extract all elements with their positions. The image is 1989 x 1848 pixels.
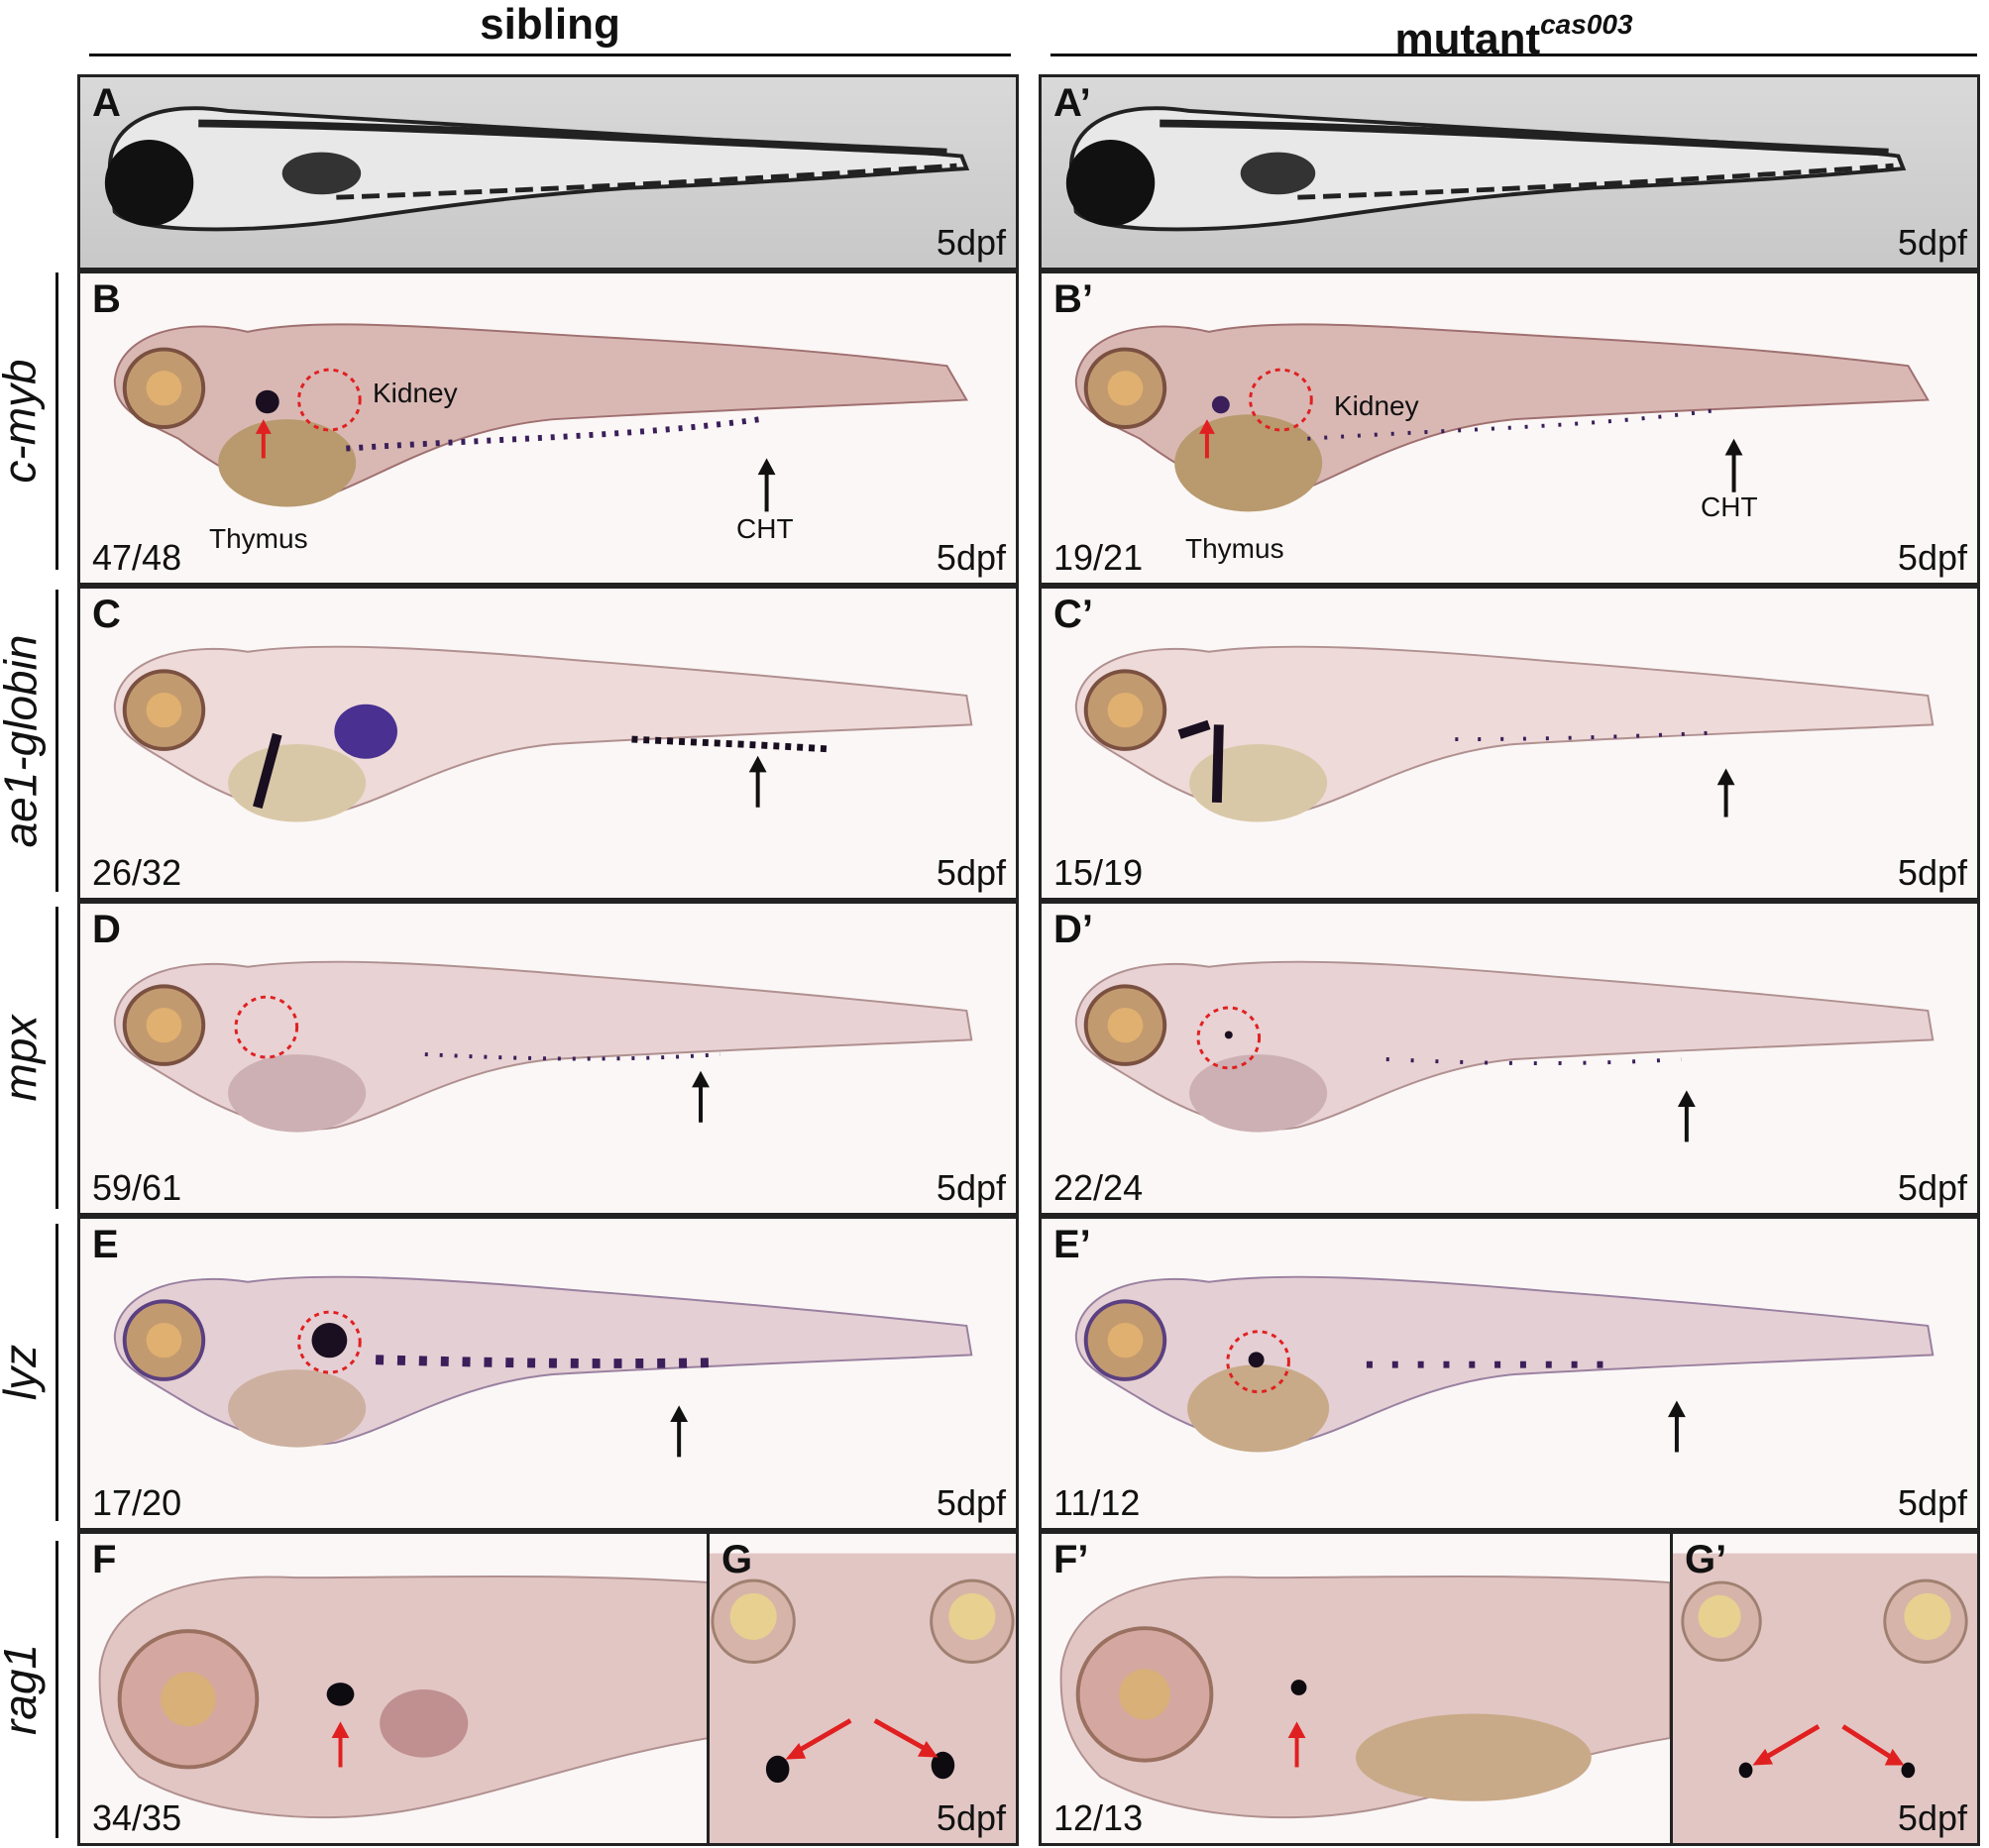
embryo-count: 12/13 [1053,1797,1144,1838]
panel-letter: F’ [1053,1538,1089,1581]
row-rule-lyz [55,1224,58,1521]
stage-label: 5dpf [936,1482,1006,1523]
stage-label: 5dpf [1897,537,1967,578]
larva-lyz-image [113,1275,973,1458]
stage-label: 5dpf [936,1167,1006,1208]
larva-c-myb-image [1074,323,1930,512]
mutant-header-rule [1050,54,1977,56]
cht-label: CHT [736,513,794,544]
row-label-mpx: mpx [0,1015,46,1101]
stage-label: 5dpf [1897,222,1967,263]
panel-a: A 5dpf [77,74,1019,271]
panel-letter: D’ [1053,908,1093,951]
panel-letter: F [92,1538,117,1581]
embryo-count: 11/12 [1053,1482,1141,1523]
kidney-label: Kidney [1334,390,1419,421]
stage-label: 5dpf [936,1797,1006,1838]
panel-letter: C’ [1053,593,1093,636]
embryo-count: 26/32 [92,852,182,893]
stage-label: 5dpf [1897,852,1967,893]
panel-letter: B’ [1053,277,1093,321]
stage-label: 5dpf [1897,1482,1967,1523]
panel-f-prime: F’ 12/13 [1039,1531,1673,1846]
panel-letter: A [92,81,121,125]
row-label-ae1-globin: ae1-globin [0,634,46,847]
stage-label: 5dpf [936,852,1006,893]
row-label-rag1: rag1 [0,1643,47,1736]
panel-e: E 17/20 5dpf [77,1216,1019,1531]
larva-rag1-lateral-image [1059,1575,1670,1819]
stage-label: 5dpf [936,537,1006,578]
panel-g: G 5dpf [707,1531,1019,1846]
embryo-count: 19/21 [1053,537,1144,578]
panel-a-prime: A’ 5dpf [1039,74,1980,271]
larva-ae1-globin-image [113,645,973,822]
embryo-count: 34/35 [92,1797,182,1838]
larva-ae1-globin-image [1074,645,1934,822]
panel-letter: E [92,1223,119,1266]
panel-b-prime: B’ Kidney Thymus CHT 19/21 5dpf [1039,271,1980,586]
panel-letter: G’ [1685,1538,1727,1581]
larva-brightfield-image [104,106,970,232]
row-label-lyz: lyz [0,1344,47,1401]
stage-label: 5dpf [1897,1797,1967,1838]
panel-letter: B [92,277,121,321]
panel-d: D 59/61 5dpf [77,901,1019,1216]
embryo-count: 17/20 [92,1482,182,1523]
panel-f: F 34/35 [77,1531,710,1846]
larva-rag1-ventral-image [710,1553,1016,1843]
panel-letter: D [92,908,121,951]
embryo-count: 59/61 [92,1167,182,1208]
larva-c-myb-image [113,323,968,512]
larva-lyz-image [1074,1275,1934,1453]
row-rule-c-myb [55,272,58,570]
sibling-header-rule [89,54,1011,56]
larva-brightfield-image [1065,106,1907,232]
stage-label: 5dpf [1897,1167,1967,1208]
thymus-label: Thymus [1185,533,1284,564]
larva-mpx-image [113,960,973,1133]
panel-c: C 26/32 5dpf [77,586,1019,901]
panel-letter: A’ [1053,81,1091,125]
sibling-header: sibling [480,0,620,49]
embryo-count: 47/48 [92,537,182,578]
panel-letter: E’ [1053,1223,1091,1266]
panel-letter: G [721,1538,753,1581]
mutant-header: mutantcas003 [1394,9,1633,63]
larva-mpx-image [1074,960,1934,1142]
panel-g-prime: G’ 5dpf [1670,1531,1980,1846]
cht-label: CHT [1701,491,1758,522]
row-rule-rag1 [55,1541,58,1838]
panel-e-prime: E’ 11/12 5dpf [1039,1216,1980,1531]
row-rule-mpx [55,907,58,1209]
embryo-count: 15/19 [1053,852,1144,893]
stage-label: 5dpf [936,222,1006,263]
panel-b: B Kidney Thymus CHT 47/48 5dpf [77,271,1019,586]
larva-rag1-lateral-image [98,1575,707,1819]
thymus-label: Thymus [209,523,308,554]
panel-letter: C [92,593,121,636]
embryo-count: 22/24 [1053,1167,1144,1208]
panel-c-prime: C’ 15/19 5dpf [1039,586,1980,901]
row-rule-ae1-globin [55,590,58,892]
larva-rag1-ventral-image [1673,1553,1977,1843]
panel-d-prime: D’ 22/24 5dpf [1039,901,1980,1216]
row-label-c-myb: c-myb [0,359,47,484]
kidney-label: Kidney [373,378,458,408]
